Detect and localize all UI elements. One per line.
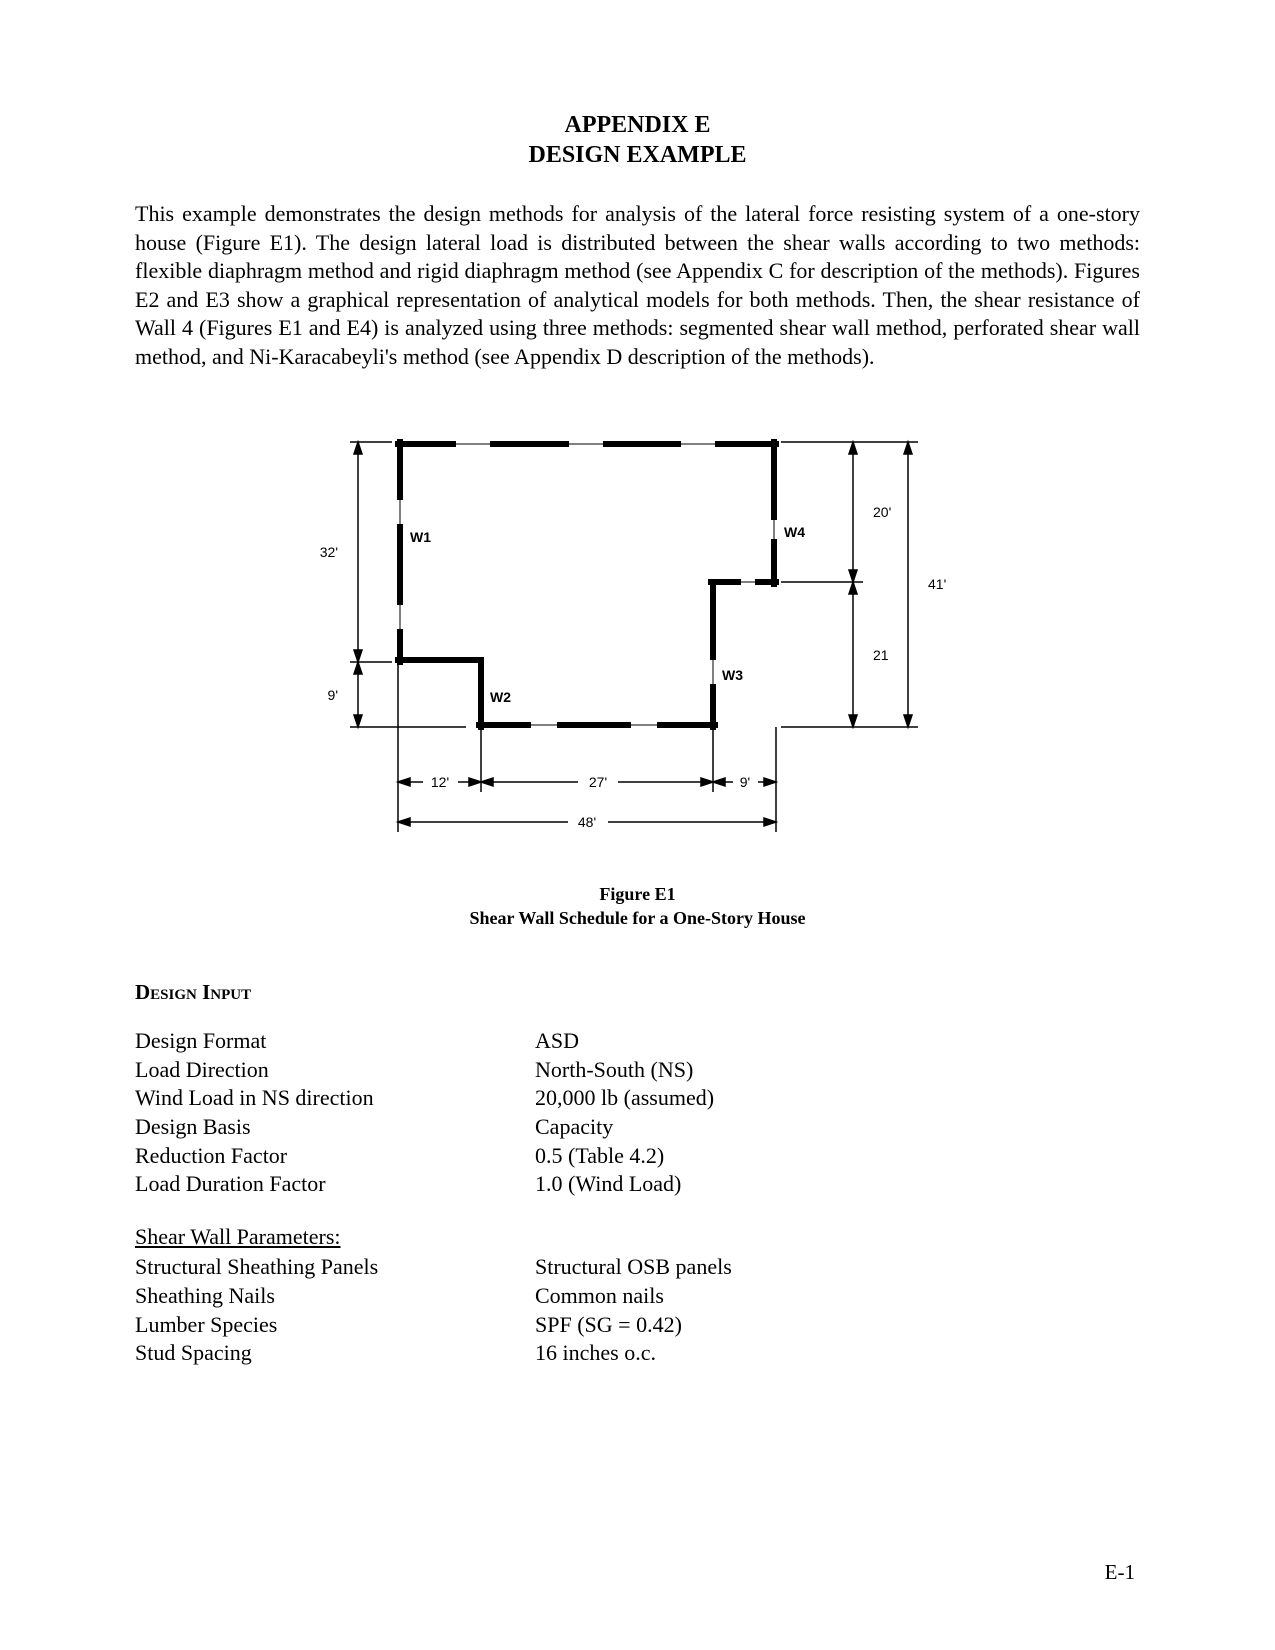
figure-caption-line2: Shear Wall Schedule for a One-Story Hous… [135, 906, 1140, 930]
wall-label-w3: W3 [722, 667, 743, 683]
intro-paragraph: This example demonstrates the design met… [135, 200, 1140, 372]
heading-line2: DESIGN EXAMPLE [135, 140, 1140, 170]
param-value: ASD [535, 1027, 1140, 1056]
param-row: Wind Load in NS direction20,000 lb (assu… [135, 1084, 1140, 1113]
param-label: Structural Sheathing Panels [135, 1253, 535, 1282]
param-value: North-South (NS) [535, 1056, 1140, 1085]
param-row: Structural Sheathing PanelsStructural OS… [135, 1253, 1140, 1282]
param-value: Capacity [535, 1113, 1140, 1142]
param-value: 1.0 (Wind Load) [535, 1170, 1140, 1199]
param-label: Load Direction [135, 1056, 535, 1085]
figure-e1: 32' 9' 20' [135, 412, 1140, 931]
heading-line1: APPENDIX E [135, 110, 1140, 140]
param-row: Load DirectionNorth-South (NS) [135, 1056, 1140, 1085]
param-value: 16 inches o.c. [535, 1339, 1140, 1368]
param-value: Structural OSB panels [535, 1253, 1140, 1282]
param-value: 20,000 lb (assumed) [535, 1084, 1140, 1113]
page: APPENDIX E DESIGN EXAMPLE This example d… [0, 0, 1275, 1650]
param-row: Load Duration Factor1.0 (Wind Load) [135, 1170, 1140, 1199]
dim-bot-mid: 27' [588, 774, 606, 790]
param-value: SPF (SG = 0.42) [535, 1311, 1140, 1340]
param-value: Common nails [535, 1282, 1140, 1311]
param-value: 0.5 (Table 4.2) [535, 1142, 1140, 1171]
param-row: Sheathing NailsCommon nails [135, 1282, 1140, 1311]
floor-plan-diagram: 32' 9' 20' [298, 412, 978, 862]
param-row: Reduction Factor0.5 (Table 4.2) [135, 1142, 1140, 1171]
param-row: Lumber SpeciesSPF (SG = 0.42) [135, 1311, 1140, 1340]
param-label: Reduction Factor [135, 1142, 535, 1171]
dim-left-bottom: 9' [327, 687, 337, 703]
param-label: Stud Spacing [135, 1339, 535, 1368]
design-input-heading: Design Input [135, 980, 1140, 1005]
wall-label-w4: W4 [784, 524, 805, 540]
dim-bot-right: 9' [739, 774, 749, 790]
shear-wall-subheading: Shear Wall Parameters: [135, 1223, 1140, 1252]
figure-caption-line1: Figure E1 [135, 882, 1140, 906]
wall-label-w2: W2 [490, 689, 511, 705]
dim-bot-left: 12' [430, 774, 448, 790]
appendix-heading: APPENDIX E DESIGN EXAMPLE [135, 110, 1140, 170]
param-row: Design BasisCapacity [135, 1113, 1140, 1142]
dim-left-top: 32' [319, 544, 337, 560]
param-label: Sheathing Nails [135, 1282, 535, 1311]
dim-right-bottom: 21 [873, 647, 889, 663]
param-label: Design Format [135, 1027, 535, 1056]
dim-right-full: 41' [928, 576, 946, 592]
param-label: Design Basis [135, 1113, 535, 1142]
page-number: E-1 [1105, 1560, 1135, 1585]
figure-caption: Figure E1 Shear Wall Schedule for a One-… [135, 882, 1140, 931]
wall-label-w1: W1 [410, 529, 431, 545]
param-label: Wind Load in NS direction [135, 1084, 535, 1113]
param-label: Lumber Species [135, 1311, 535, 1340]
param-row: Stud Spacing16 inches o.c. [135, 1339, 1140, 1368]
dim-right-top: 20' [873, 504, 891, 520]
dim-bot-full: 48' [577, 814, 595, 830]
param-row: Design FormatASD [135, 1027, 1140, 1056]
design-input-table: Design FormatASD Load DirectionNorth-Sou… [135, 1027, 1140, 1368]
param-label: Load Duration Factor [135, 1170, 535, 1199]
